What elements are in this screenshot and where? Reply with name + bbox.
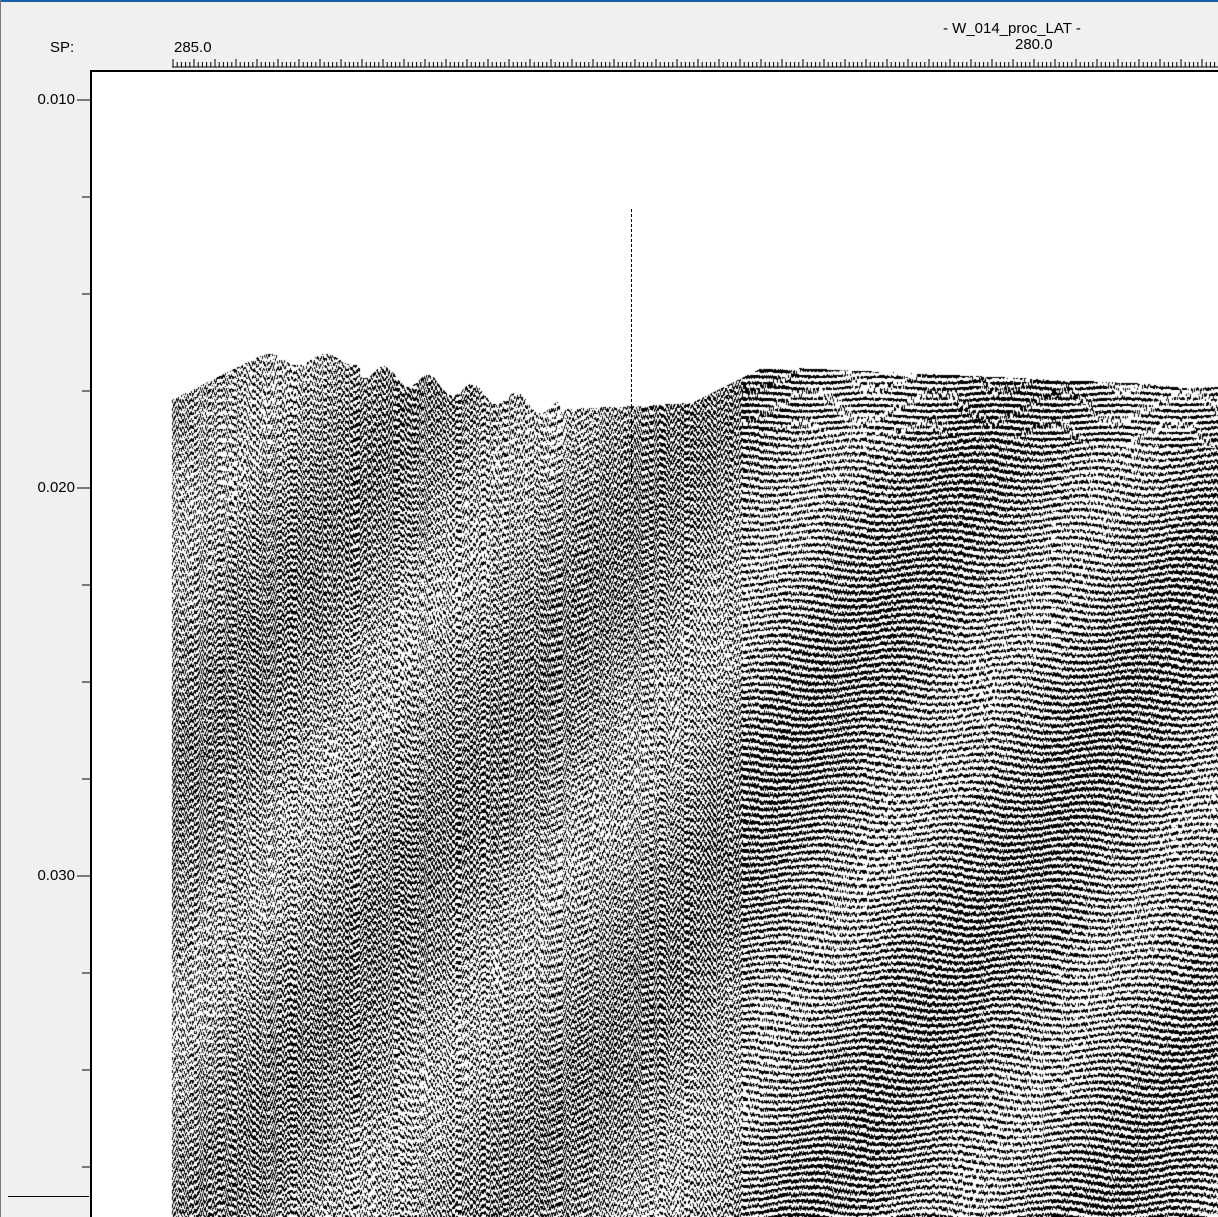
time-tick-label: 0.010 [37,91,75,108]
seismic-section-view[interactable] [90,70,1218,1217]
sp-tick-label-mid: 280.0 [1015,36,1053,53]
sp-axis-label: SP: [50,39,75,56]
seismic-line-name: - W_014_proc_LAT - [943,20,1081,37]
time-tick-label: 0.020 [37,479,75,496]
time-axis-ticks [77,99,90,1168]
shotpoint-header: SP: 285.0 - W_014_proc_LAT - 280.0 [1,2,1218,72]
time-axis-panel: 0.010 0.020 0.030 [1,72,90,1217]
window-left-border [0,0,1,1217]
seismic-trace-canvas[interactable] [92,72,1218,1217]
sp-tick-label-start: 285.0 [174,39,212,56]
window-top-border [0,0,1218,2]
axis-bottom-rule [8,1196,89,1197]
time-tick-label: 0.030 [37,867,75,884]
shotpoint-tick-ruler [172,59,1218,68]
vertical-marker-line [631,209,632,482]
